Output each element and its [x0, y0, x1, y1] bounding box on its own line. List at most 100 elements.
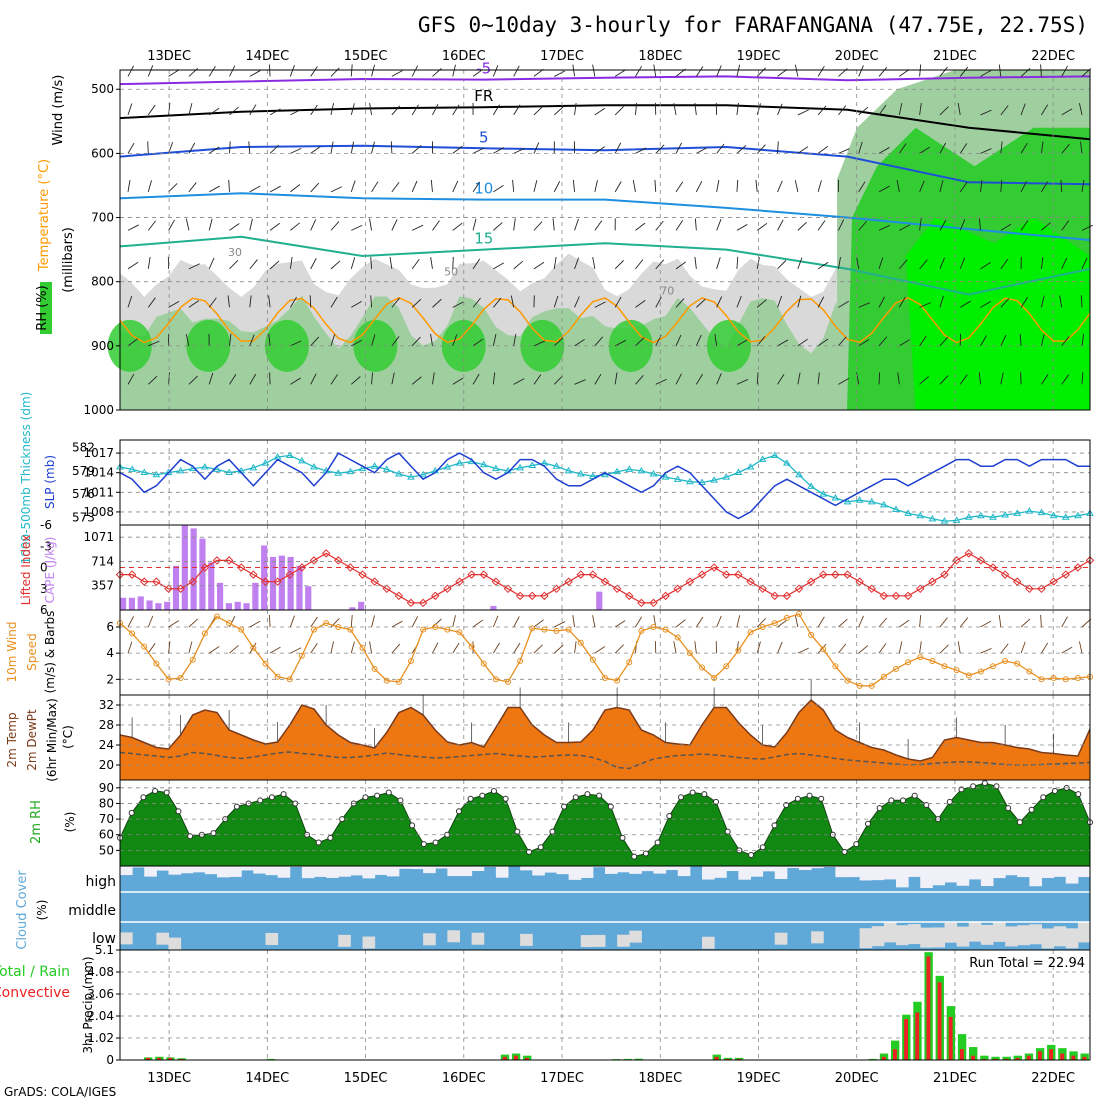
wind-barb — [858, 65, 864, 77]
wind-barb — [1040, 614, 1042, 628]
wind-barb — [369, 641, 373, 654]
wind-barb — [554, 70, 566, 77]
wind-barb — [736, 296, 742, 308]
precip-convective-bar — [959, 1049, 964, 1060]
thickness-point — [200, 463, 209, 470]
rh2m-point — [409, 822, 416, 829]
wind-barb — [1000, 258, 1009, 270]
wind-barb — [574, 379, 586, 385]
wind-barb — [959, 374, 968, 385]
wind-barb — [614, 69, 626, 77]
precip-total-bar — [969, 1047, 978, 1060]
cloud-gap-high — [592, 866, 606, 868]
precip-tick-label: 1.02 — [87, 1031, 114, 1045]
thickness-point — [879, 500, 888, 508]
precip-convective-bar — [971, 1055, 975, 1060]
rh-contour-label: 50 — [444, 265, 458, 278]
wind-barb — [430, 179, 433, 192]
thickness-point — [128, 465, 137, 472]
date-label-top: 19DEC — [737, 49, 781, 64]
precip-total-bar — [991, 1056, 1000, 1060]
lifted-index-point — [976, 556, 986, 565]
wind-barb — [249, 295, 252, 308]
wind-speed-point — [250, 644, 257, 651]
wind-barb — [878, 147, 890, 154]
lifted-index-point — [928, 577, 937, 586]
lifted-index-point — [867, 584, 876, 593]
wind-barb — [794, 64, 799, 77]
wind-barb — [127, 338, 138, 347]
wind-barb — [838, 148, 850, 154]
wind-barb — [594, 107, 606, 116]
wind-speed-point — [602, 675, 608, 681]
wind-speed-point — [832, 663, 839, 670]
wind-speed-point — [529, 625, 536, 632]
rh2m-point — [701, 791, 708, 798]
rh2m-point — [561, 803, 568, 810]
wind-barb — [148, 340, 160, 347]
wind-speed-point — [1038, 676, 1045, 683]
thickness-point — [722, 473, 731, 480]
wind-barb — [736, 145, 747, 154]
date-label-top: 13DEC — [147, 49, 191, 64]
wind-barb — [696, 298, 706, 308]
wind-speed-point — [796, 610, 802, 617]
thickness-point — [698, 478, 706, 485]
wind-speed-point — [771, 620, 778, 627]
wind-barb — [592, 64, 596, 77]
lifted-index-label: Lifted Index — [19, 535, 33, 606]
wind-barb — [594, 646, 606, 654]
precip-convective-bar — [1026, 1055, 1031, 1060]
rh2m-point — [257, 797, 264, 804]
cloud-gap-high — [229, 866, 242, 877]
cape-bar — [349, 607, 356, 610]
thickness-point — [1001, 510, 1010, 518]
wind-speed-point — [783, 614, 790, 621]
slp-line — [119, 452, 1090, 520]
rh2m-point — [981, 780, 988, 787]
rh2m-label: 2m RH — [29, 800, 44, 844]
wind-barb — [755, 179, 758, 192]
cloud-gap-low — [908, 924, 921, 945]
wind-barb — [371, 334, 376, 346]
wind-barb — [817, 372, 820, 385]
wind-speed-point — [929, 658, 936, 664]
wind-barb — [838, 300, 850, 308]
wind-barb — [249, 620, 261, 628]
wind-barb — [673, 103, 677, 115]
cape-bar — [208, 562, 215, 610]
cloud-gap-high — [241, 866, 254, 871]
wind-barb — [817, 105, 827, 116]
precip-total-label: Total / Rain — [0, 964, 70, 980]
cloud-gap-high — [411, 866, 424, 870]
wind-tick-label: 2 — [106, 672, 114, 686]
cloud-gap-high — [120, 866, 133, 876]
cloud-units-label: (%) — [35, 900, 49, 921]
lifted-index-point — [334, 556, 343, 565]
thickness-point — [661, 473, 670, 480]
wind-barb — [736, 256, 739, 269]
lifted-index-point — [661, 591, 670, 601]
wind-barb — [756, 372, 759, 385]
wind-speed-point — [686, 650, 693, 657]
wind-barb — [249, 373, 257, 385]
cape-bar — [155, 603, 162, 610]
cape-bar — [490, 605, 497, 610]
wind-barb — [513, 260, 524, 270]
wind-barb — [533, 374, 542, 385]
precip-total-bar — [868, 1058, 878, 1060]
wind-barb — [756, 641, 761, 654]
wind-barb — [878, 104, 887, 116]
cloud-gap-high — [374, 866, 388, 875]
wind-barb — [777, 180, 783, 193]
cloud-gap-high — [362, 866, 376, 879]
thickness-tick-label: 582 — [72, 441, 95, 455]
wind-barb — [411, 298, 422, 308]
wind-barb — [939, 336, 949, 347]
wind-barb — [371, 141, 375, 154]
wind-barb — [635, 147, 647, 154]
wind-barb — [330, 221, 340, 231]
wind-barb — [472, 297, 481, 308]
wind-barb — [695, 334, 702, 347]
lifted-index-point — [891, 591, 901, 601]
